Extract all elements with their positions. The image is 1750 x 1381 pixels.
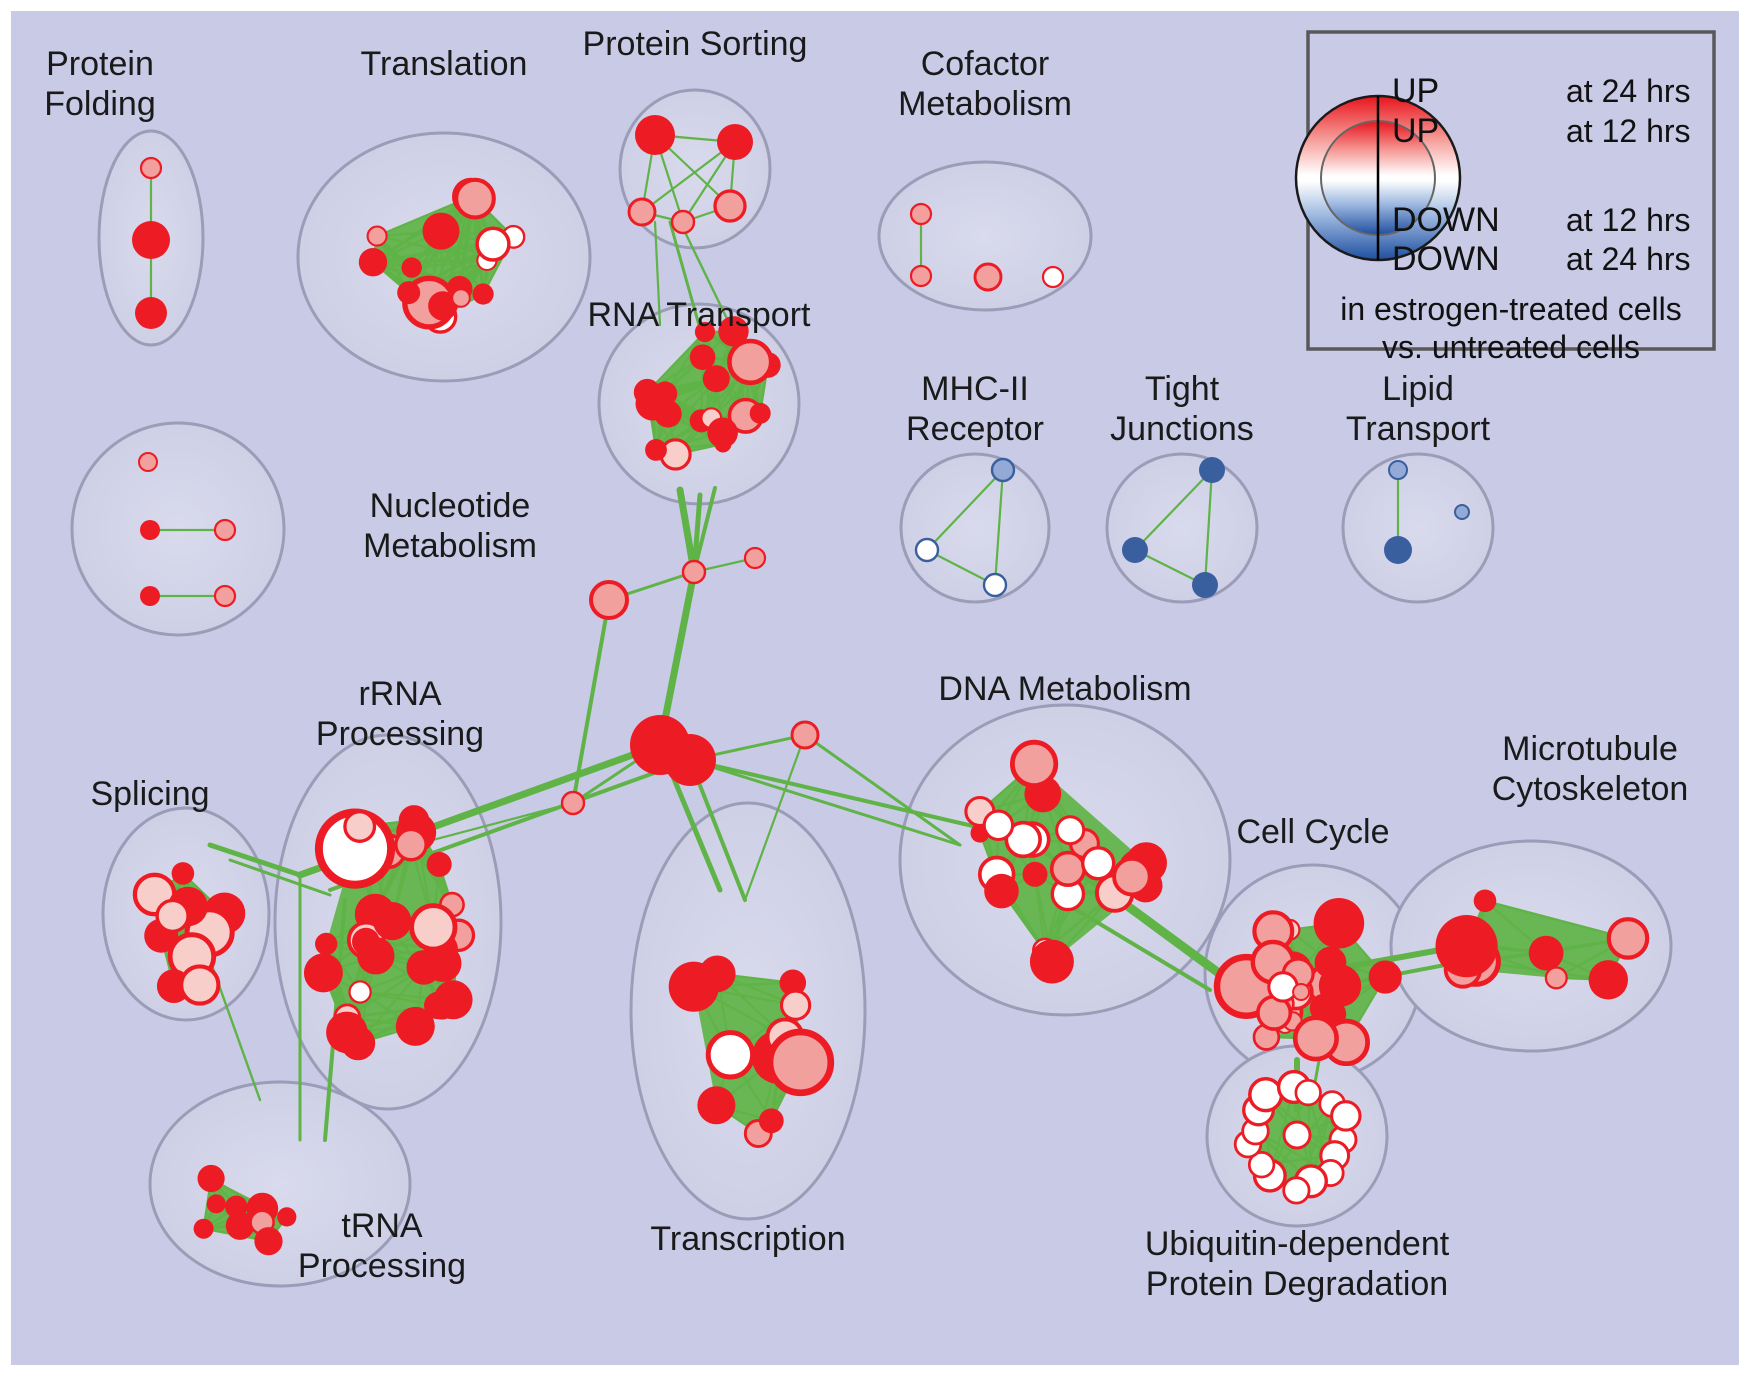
svg-text:Protein Sorting: Protein Sorting <box>583 25 808 63</box>
svg-text:UP: UP <box>1392 112 1439 150</box>
svg-text:Microtubule: Microtubule <box>1502 730 1678 768</box>
svg-text:vs. untreated cells: vs. untreated cells <box>1382 329 1640 365</box>
svg-text:at 24 hrs: at 24 hrs <box>1566 73 1691 109</box>
svg-text:UP: UP <box>1392 72 1439 110</box>
svg-text:at 12 hrs: at 12 hrs <box>1566 202 1691 238</box>
svg-text:Protein: Protein <box>46 45 154 83</box>
svg-text:RNA Transport: RNA Transport <box>588 296 812 334</box>
svg-text:Transport: Transport <box>1346 410 1491 448</box>
svg-text:MHC-II: MHC-II <box>921 370 1029 408</box>
svg-text:Nucleotide: Nucleotide <box>370 487 531 525</box>
svg-text:at 24 hrs: at 24 hrs <box>1566 241 1691 277</box>
svg-text:Translation: Translation <box>361 45 528 83</box>
svg-text:Protein Degradation: Protein Degradation <box>1146 1265 1448 1303</box>
svg-text:Cytoskeleton: Cytoskeleton <box>1492 770 1689 808</box>
svg-text:DNA Metabolism: DNA Metabolism <box>938 670 1191 708</box>
svg-text:Metabolism: Metabolism <box>363 527 537 565</box>
svg-text:in estrogen-treated cells: in estrogen-treated cells <box>1340 291 1682 327</box>
svg-text:Junctions: Junctions <box>1110 410 1254 448</box>
svg-text:Cofactor: Cofactor <box>921 45 1050 83</box>
svg-text:Tight: Tight <box>1145 370 1220 408</box>
svg-text:Processing: Processing <box>316 715 484 753</box>
svg-text:Metabolism: Metabolism <box>898 85 1072 123</box>
svg-text:Lipid: Lipid <box>1382 370 1454 408</box>
svg-text:Folding: Folding <box>44 85 156 123</box>
svg-text:Cell Cycle: Cell Cycle <box>1236 813 1389 851</box>
svg-text:rRNA: rRNA <box>358 675 441 713</box>
svg-text:tRNA: tRNA <box>341 1207 423 1245</box>
svg-text:Processing: Processing <box>298 1247 466 1285</box>
svg-text:DOWN: DOWN <box>1392 201 1500 239</box>
svg-text:Transcription: Transcription <box>650 1220 845 1258</box>
svg-text:DOWN: DOWN <box>1392 240 1500 278</box>
svg-text:Splicing: Splicing <box>90 775 209 813</box>
svg-text:Receptor: Receptor <box>906 410 1044 448</box>
svg-text:at 12 hrs: at 12 hrs <box>1566 113 1691 149</box>
svg-text:Ubiquitin-dependent: Ubiquitin-dependent <box>1145 1225 1450 1263</box>
